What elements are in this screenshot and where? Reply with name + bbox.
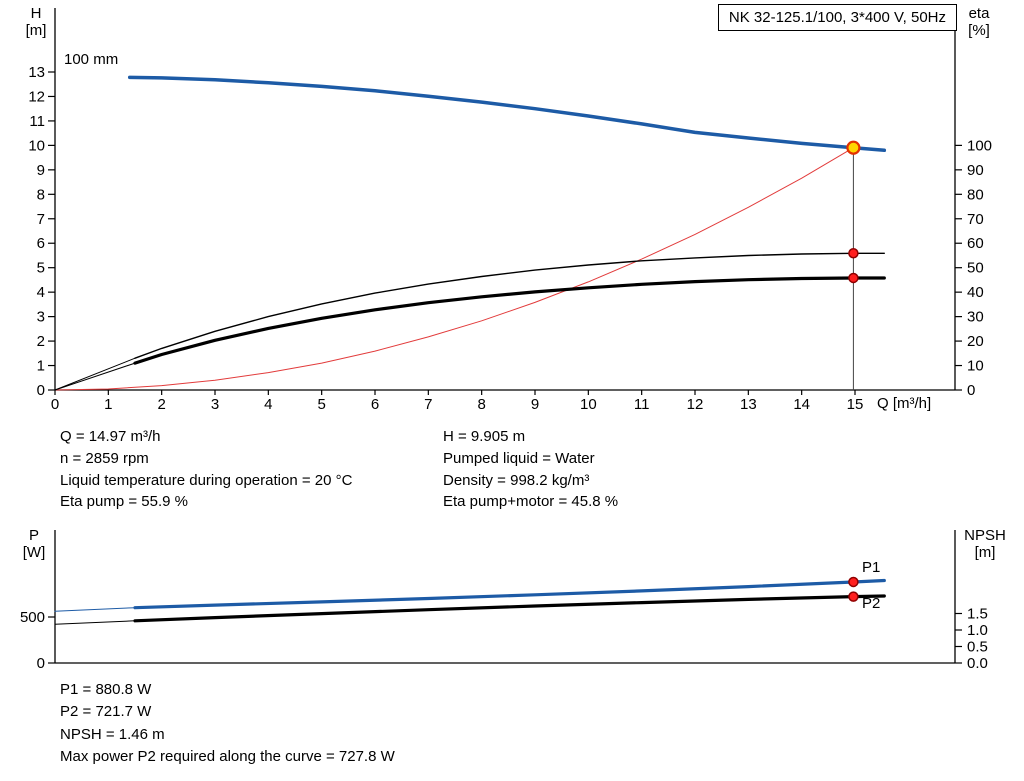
x-tick-label: 10 [580, 396, 597, 413]
eta-tick-label: 0 [967, 382, 975, 399]
eta-pump-curve [134, 252, 885, 359]
x-tick-label: 3 [211, 396, 219, 413]
h-axis-label: H [m] [25, 5, 47, 39]
eta-pump-lead [54, 357, 136, 391]
p-axis-label: P [W] [22, 527, 46, 561]
pumped-liquid-value: Pumped liquid = Water [443, 449, 595, 467]
h-tick-label: 0 [37, 382, 45, 399]
eta-tick-label: 90 [967, 162, 984, 179]
npsh-axis-label: NPSH [m] [964, 527, 1006, 561]
eta-tick-label: 70 [967, 211, 984, 228]
p-tick-label: 500 [20, 609, 45, 626]
eta-tick-label: 10 [967, 358, 984, 375]
p2-label: P2 [862, 595, 880, 612]
p1-curve [133, 578, 886, 610]
p2-value: P2 = 721.7 W [60, 703, 152, 721]
h-tick-label: 8 [37, 186, 45, 203]
operating-data-left: Q = 14.97 m³/h n = 2859 rpm Liquid tempe… [60, 426, 352, 513]
x-tick-label: 8 [477, 396, 485, 413]
eta-pump-motor-lead [54, 362, 136, 391]
x-tick-label: 12 [687, 396, 704, 413]
p1-value: P1 = 880.8 W [60, 681, 152, 698]
h-tick-label: 9 [37, 162, 45, 179]
h-tick-label: 3 [37, 309, 45, 326]
p-tick-label: 0 [37, 655, 45, 672]
p2-lead [54, 620, 136, 625]
eta-tick-label: 20 [967, 333, 984, 350]
p1-lead [54, 607, 136, 612]
speed-value: n = 2859 rpm [60, 449, 149, 467]
pump-type-label: NK 32-125.1/100, 3*400 V, 50Hz [728, 9, 946, 26]
x-tick-label: 0 [51, 396, 59, 413]
h-tick-label: 12 [28, 88, 45, 105]
eta-pump-value: Eta pump = 55.9 % [60, 493, 188, 511]
npsh-tick-label: 1.0 [967, 622, 988, 639]
p2-point [848, 591, 859, 602]
h-tick-label: 2 [37, 333, 45, 350]
h-tick-label: 10 [28, 137, 45, 154]
h-tick-label: 13 [28, 64, 45, 81]
h-tick-label: 11 [29, 113, 45, 130]
q-value: Q = 14.97 m³/h [60, 428, 161, 445]
hq-curve [127, 75, 887, 153]
eta-pump-motor-value: Eta pump+motor = 45.8 % [443, 493, 619, 511]
result-summary: P1 = 880.8 W P2 = 721.7 W NPSH = 1.46 m … [60, 679, 395, 769]
x-tick-label: 6 [371, 396, 379, 413]
h-tick-label: 5 [37, 260, 45, 277]
npsh-tick-label: 1.5 [967, 606, 988, 623]
npsh-tick-label: 0.0 [967, 655, 988, 672]
duty-point-marker [846, 140, 861, 155]
eta-tick-label: 60 [967, 235, 984, 252]
eta-axis-label: eta [%] [968, 5, 990, 39]
eta-tick-label: 100 [967, 137, 992, 154]
h-tick-label: 1 [37, 358, 45, 375]
x-tick-label: 4 [264, 396, 272, 413]
x-tick-label: 7 [424, 396, 432, 413]
pump-type-box: NK 32-125.1/100, 3*400 V, 50Hz [717, 4, 957, 31]
max-power-value: Max power P2 required along the curve = … [60, 748, 395, 766]
liquid-temperature-value: Liquid temperature during operation = 20… [60, 471, 353, 489]
x-tick-label: 5 [317, 396, 325, 413]
h-value: H = 9.905 m [443, 428, 526, 445]
eta-tick-label: 50 [967, 260, 984, 277]
eta-tick-label: 80 [967, 186, 984, 203]
eta-tick-label: 30 [967, 309, 984, 326]
x-tick-label: 11 [634, 396, 650, 413]
eta-pump-motor-curve [133, 276, 886, 365]
h-tick-label: 7 [37, 211, 45, 228]
x-tick-label: 9 [531, 396, 539, 413]
npsh-value: NPSH = 1.46 m [60, 725, 165, 743]
x-tick-label: 1 [104, 396, 112, 413]
x-tick-label: 13 [740, 396, 757, 413]
p1-label: P1 [862, 559, 880, 576]
density-value: Density = 998.2 kg/m³ [443, 471, 590, 489]
eta-pump-point [848, 248, 859, 259]
npsh-tick-label: 0.5 [967, 639, 988, 656]
eta-tick-label: 40 [967, 284, 984, 301]
eta-pump-motor-point [848, 272, 859, 284]
x-tick-label: 15 [847, 396, 864, 413]
operating-data-right: H = 9.905 m Pumped liquid = Water Densit… [443, 426, 618, 513]
p2-curve [133, 594, 886, 623]
x-tick-label: 14 [793, 396, 810, 413]
x-tick-label: 2 [157, 396, 165, 413]
impeller-diameter-label: 100 mm [64, 51, 119, 68]
h-tick-label: 6 [37, 235, 45, 252]
p1-point [848, 576, 859, 588]
q-axis-label: Q [m³/h] [877, 395, 932, 412]
system-curve [54, 147, 854, 391]
h-tick-label: 4 [37, 284, 45, 301]
